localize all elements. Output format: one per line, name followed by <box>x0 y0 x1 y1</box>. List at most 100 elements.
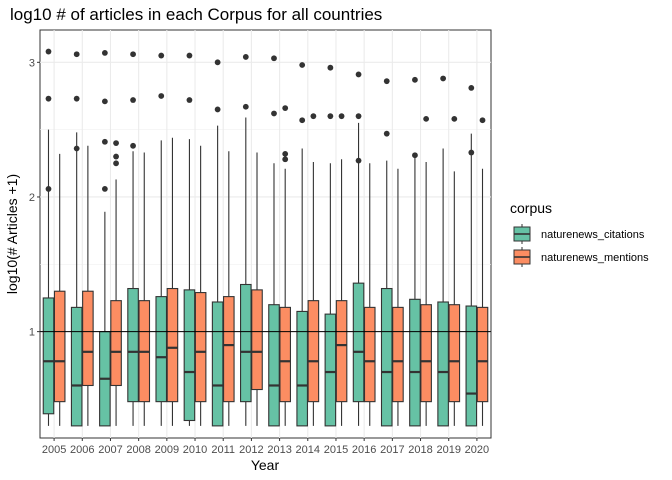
outlier-point <box>479 117 486 124</box>
box <box>42 297 55 415</box>
box-layer <box>40 48 491 427</box>
box <box>268 304 280 427</box>
x-tick-label: 2012 <box>239 444 263 456</box>
outlier-point <box>113 140 119 147</box>
outlier-point <box>214 59 221 66</box>
box <box>409 298 421 427</box>
legend-title: corpus <box>510 200 552 216</box>
outlier-point <box>45 185 52 192</box>
box <box>352 282 365 403</box>
x-tick-label: 2014 <box>296 444 320 456</box>
outlier-point <box>383 130 390 137</box>
outlier-point <box>113 160 119 167</box>
box <box>392 306 404 403</box>
outlier-point <box>310 113 317 120</box>
x-tick-label: 2007 <box>98 444 122 456</box>
x-tick-label: 2015 <box>324 444 348 456</box>
box <box>420 304 432 403</box>
outlier-point <box>327 64 334 71</box>
outlier-point <box>242 103 249 110</box>
outlier-point <box>73 51 80 58</box>
outlier-point <box>113 153 119 160</box>
box <box>194 292 207 403</box>
legend-label: naturenews_mentions <box>541 252 649 264</box>
outlier-point <box>282 150 289 157</box>
x-tick-label: 2006 <box>70 444 94 456</box>
outlier-point <box>45 95 52 102</box>
outlier-point <box>101 98 108 105</box>
box <box>155 296 168 403</box>
outlier-point <box>468 85 475 91</box>
outlier-point <box>130 142 136 149</box>
outlier-point <box>130 97 136 103</box>
outlier-point <box>242 54 249 60</box>
outlier-point <box>423 115 430 122</box>
x-tick-label: 2018 <box>408 444 432 456</box>
outlier-point <box>451 115 458 122</box>
box <box>363 306 376 403</box>
y-axis-title: log10(# Articles +1) <box>4 174 20 294</box>
legend-label: naturenews_citations <box>541 229 645 241</box>
outlier-point <box>271 110 277 117</box>
y-tick-label: 3 <box>29 57 35 69</box>
box <box>279 306 291 403</box>
outlier-point <box>101 185 108 192</box>
x-tick-label: 2005 <box>42 444 66 456</box>
box <box>307 300 320 403</box>
outlier-point <box>355 113 362 120</box>
outlier-point <box>282 105 289 111</box>
x-axis-title: Year <box>251 457 280 473</box>
outlier-point <box>299 117 306 124</box>
outlier-point <box>45 48 52 55</box>
x-tick-label: 2008 <box>126 444 150 456</box>
outlier-point <box>282 156 289 163</box>
box <box>53 290 66 403</box>
box <box>82 290 94 387</box>
y-tick-label: 2 <box>29 192 35 204</box>
box <box>465 305 478 427</box>
box <box>127 287 139 403</box>
box <box>296 310 308 427</box>
outlier-point <box>158 52 165 59</box>
axes: 1 2 3 2005 2006 2007 2008 2009 2010 2011 2012 2013 2… <box>29 57 489 456</box>
box <box>166 287 179 403</box>
box <box>223 296 235 403</box>
outlier-point <box>440 75 447 82</box>
box <box>240 283 252 403</box>
box <box>437 301 449 427</box>
y-tick-label: 1 <box>29 327 35 339</box>
outlier-point <box>299 62 306 68</box>
outlier-point <box>412 152 418 159</box>
box <box>476 306 489 403</box>
outlier-point <box>355 71 362 78</box>
box <box>183 289 196 422</box>
x-tick-label: 2011 <box>211 444 235 456</box>
box <box>110 300 122 387</box>
x-tick-label: 2020 <box>465 444 489 456</box>
box <box>70 306 83 427</box>
outlier-point <box>73 95 80 102</box>
outlier-point <box>468 149 475 156</box>
chart-title: log10 # of articles in each Corpus for a… <box>10 5 382 24</box>
outlier-point <box>355 157 362 164</box>
x-tick-label: 2019 <box>436 444 460 456</box>
x-tick-label: 2017 <box>380 444 404 456</box>
x-tick-label: 2013 <box>267 444 291 456</box>
outlier-point <box>327 113 334 120</box>
box <box>335 300 348 403</box>
outlier-point <box>412 76 418 83</box>
outlier-point <box>158 93 165 99</box>
box <box>324 313 337 427</box>
x-tick-label: 2016 <box>352 444 376 456</box>
outlier-point <box>186 52 193 59</box>
outlier-point <box>214 106 221 113</box>
x-tick-label: 2009 <box>155 444 179 456</box>
outlier-point <box>101 49 108 56</box>
outlier-point <box>101 138 108 145</box>
outlier-point <box>271 55 277 62</box>
outlier-point <box>186 97 193 103</box>
outlier-point <box>338 113 345 120</box>
x-tick-label: 2010 <box>183 444 207 456</box>
legend: corpus naturenews_citations naturenews_me… <box>510 200 649 267</box>
